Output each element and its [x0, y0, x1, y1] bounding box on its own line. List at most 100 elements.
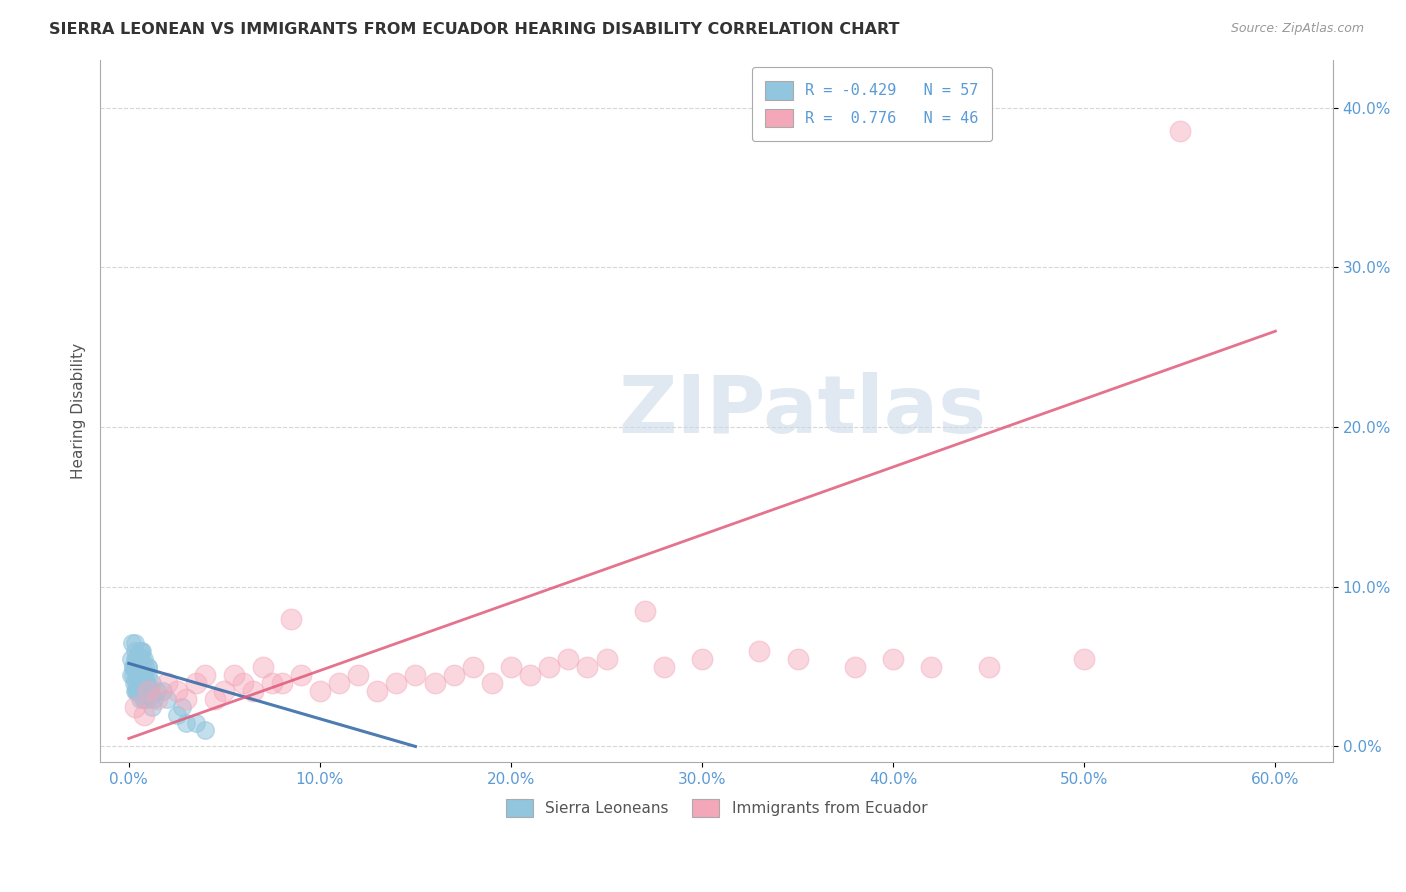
Point [136, 691, 159, 706]
Point [166, 683, 188, 698]
Point [141, 675, 163, 690]
Point [124, 651, 146, 665]
Point [135, 675, 157, 690]
Point [125, 683, 148, 698]
Point [748, 643, 770, 657]
Point [347, 667, 370, 681]
Point [290, 667, 312, 681]
Point [124, 683, 146, 698]
Point [174, 691, 197, 706]
Point [214, 683, 236, 698]
Point [156, 675, 179, 690]
Point [634, 604, 657, 618]
Point [174, 715, 197, 730]
Point [124, 635, 146, 649]
Legend: Sierra Leoneans, Immigrants from Ecuador: Sierra Leoneans, Immigrants from Ecuador [498, 791, 935, 825]
Point [132, 707, 155, 722]
Point [146, 683, 169, 698]
Point [204, 691, 226, 706]
Point [121, 667, 143, 681]
Point [882, 651, 904, 665]
Point [127, 683, 149, 698]
Point [232, 675, 254, 690]
Point [131, 667, 153, 681]
Point [844, 659, 866, 673]
Point [328, 675, 350, 690]
Point [166, 707, 188, 722]
Point [125, 667, 148, 681]
Point [786, 651, 808, 665]
Point [136, 675, 159, 690]
Point [557, 651, 579, 665]
Point [222, 667, 245, 681]
Point [124, 643, 146, 657]
Point [690, 651, 713, 665]
Point [127, 675, 149, 690]
Point [443, 667, 465, 681]
Point [132, 651, 155, 665]
Point [129, 643, 152, 657]
Point [184, 675, 207, 690]
Point [135, 683, 157, 698]
Point [309, 683, 332, 698]
Point [124, 659, 146, 673]
Point [252, 659, 274, 673]
Point [131, 659, 153, 673]
Point [132, 691, 155, 706]
Point [131, 643, 153, 657]
Point [576, 659, 599, 673]
Point [1073, 651, 1095, 665]
Point [129, 667, 152, 681]
Point [127, 651, 149, 665]
Point [184, 715, 207, 730]
Point [127, 683, 149, 698]
Point [920, 659, 942, 673]
Point [146, 691, 169, 706]
Point [262, 675, 284, 690]
Y-axis label: Hearing Disability: Hearing Disability [72, 343, 86, 479]
Point [242, 683, 264, 698]
Point [135, 683, 157, 698]
Text: SIERRA LEONEAN VS IMMIGRANTS FROM ECUADOR HEARING DISABILITY CORRELATION CHART: SIERRA LEONEAN VS IMMIGRANTS FROM ECUADO… [49, 22, 900, 37]
Point [366, 683, 388, 698]
Point [270, 675, 292, 690]
Point [121, 635, 143, 649]
Point [125, 675, 148, 690]
Point [977, 659, 1000, 673]
Point [280, 612, 302, 626]
Point [132, 683, 155, 698]
Point [152, 683, 174, 698]
Point [136, 659, 159, 673]
Point [538, 659, 561, 673]
Point [136, 659, 159, 673]
Point [121, 659, 143, 673]
Point [124, 699, 146, 714]
Point [136, 667, 159, 681]
Point [129, 667, 152, 681]
Point [194, 723, 217, 738]
Point [404, 667, 426, 681]
Point [121, 659, 143, 673]
Point [139, 683, 162, 698]
Point [134, 659, 156, 673]
Point [461, 659, 484, 673]
Point [499, 659, 522, 673]
Point [172, 699, 194, 714]
Point [1168, 124, 1191, 138]
Point [423, 675, 446, 690]
Point [132, 691, 155, 706]
Point [127, 683, 149, 698]
Text: Source: ZipAtlas.com: Source: ZipAtlas.com [1230, 22, 1364, 36]
Point [122, 675, 145, 690]
Point [120, 667, 142, 681]
Point [131, 651, 153, 665]
Point [194, 667, 217, 681]
Point [132, 667, 155, 681]
Point [156, 691, 179, 706]
Point [142, 691, 165, 706]
Point [120, 651, 142, 665]
Point [136, 683, 159, 698]
Point [481, 675, 503, 690]
Point [385, 675, 408, 690]
Point [129, 691, 152, 706]
